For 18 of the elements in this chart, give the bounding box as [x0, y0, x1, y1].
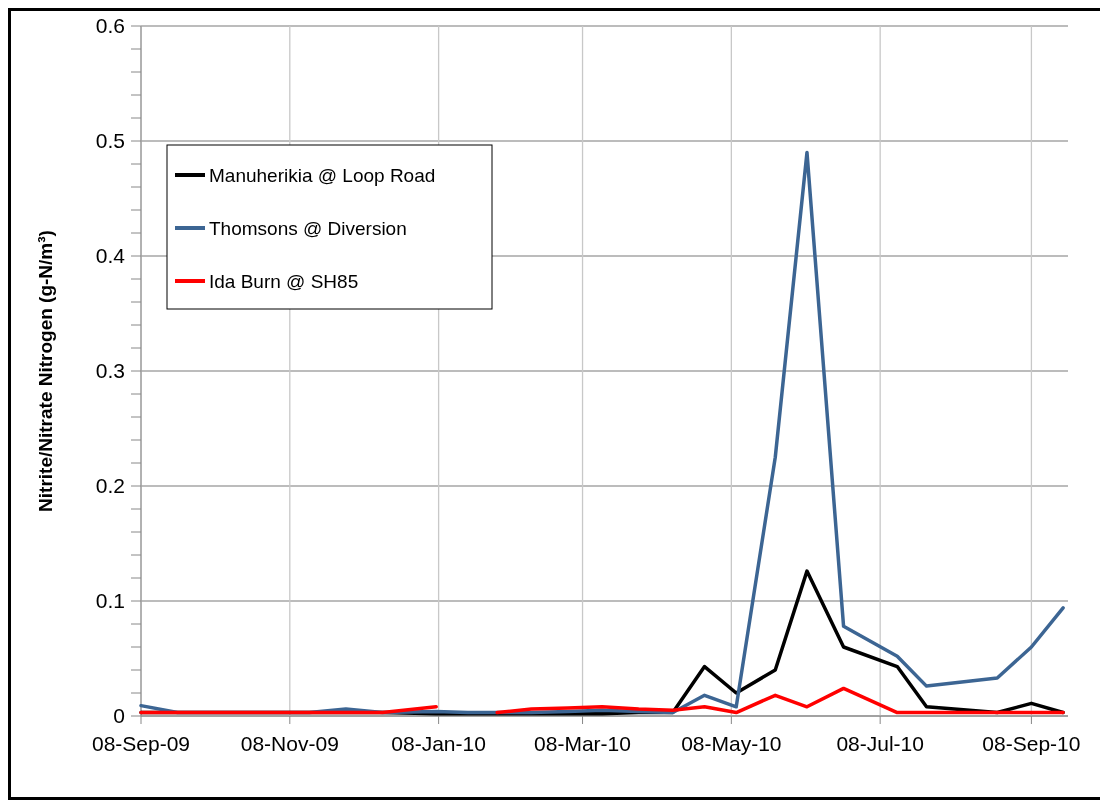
x-tick-label: 08-Jan-10: [391, 732, 486, 755]
x-tick-label: 08-Sep-09: [91, 732, 191, 755]
y-axis-title: Nitrite/Nitrate Nitrogen (g-N/m³): [35, 230, 56, 512]
x-tick-label: 08-Sep-10: [982, 732, 1081, 755]
y-tick-label: 0.4: [95, 244, 126, 268]
x-tick-label: 08-Mar-10: [534, 732, 631, 755]
legend-label: Ida Burn @ SH85: [209, 270, 359, 292]
y-tick-label: 0.1: [95, 589, 125, 613]
y-tick-label: 0.2: [95, 474, 125, 498]
x-tick-label: 08-May-10: [681, 732, 782, 755]
legend-label: Thomsons @ Diversion: [209, 217, 407, 239]
y-tick-label: 0.5: [95, 129, 125, 153]
y-tick-label: 0.3: [95, 359, 125, 383]
y-tick-label: 0.6: [95, 14, 125, 38]
x-tick-label: 08-Nov-09: [240, 732, 339, 755]
x-tick-label: 08-Jul-10: [836, 732, 924, 755]
y-tick-label: 0: [113, 704, 125, 728]
legend-label: Manuherikia @ Loop Road: [209, 164, 436, 186]
